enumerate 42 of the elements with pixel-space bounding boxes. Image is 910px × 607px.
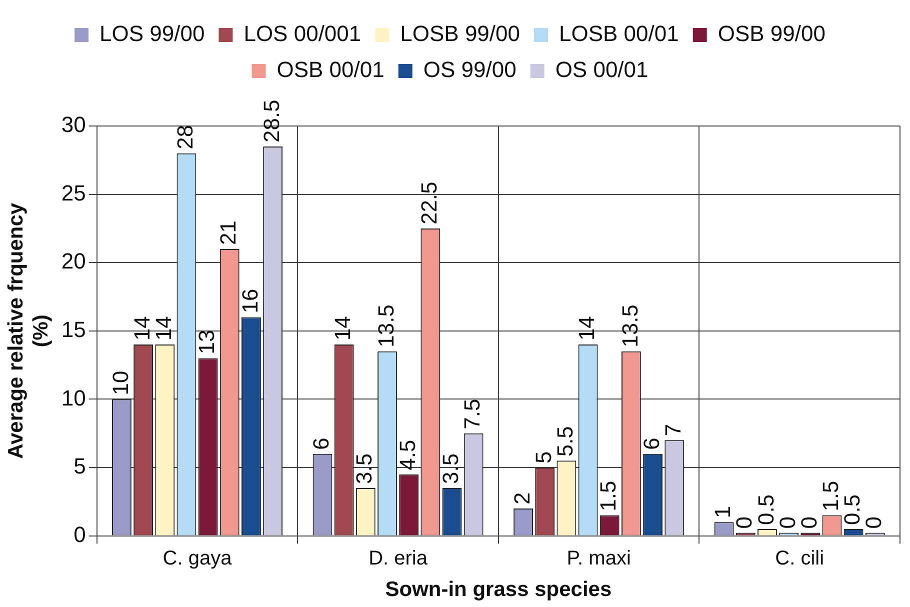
y-tick-label: 25 xyxy=(61,180,86,206)
x-tick-label: C. gaya xyxy=(162,547,233,570)
data-label: 6 xyxy=(308,438,334,450)
y-axis-title: Average relative frquency (%) xyxy=(4,202,53,459)
data-label: 28.5 xyxy=(258,100,284,142)
data-label: 22.5 xyxy=(416,182,442,224)
legend-label: LOS 00/001 xyxy=(244,21,362,46)
x-tick-label: D. eria xyxy=(368,547,428,570)
legend-label: OS 00/01 xyxy=(555,57,648,82)
data-label: 10 xyxy=(108,370,133,396)
y-tick-label: 20 xyxy=(61,248,86,274)
legend-label: OSB 99/00 xyxy=(718,21,826,46)
data-label: 13 xyxy=(194,330,220,354)
data-label: 13.5 xyxy=(373,304,398,348)
y-tick-label: 30 xyxy=(61,112,86,138)
x-axis-title: Sown-in grass species xyxy=(385,578,612,602)
data-label: 7.5 xyxy=(460,398,485,430)
data-label: 3.5 xyxy=(438,453,464,484)
y-tick-label: 15 xyxy=(61,316,86,342)
data-label: 1 xyxy=(710,506,736,518)
x-tick-label: C. cili xyxy=(775,547,824,570)
data-label: 14 xyxy=(574,316,600,341)
data-label: 4.5 xyxy=(394,440,420,470)
data-label: 14 xyxy=(330,316,356,341)
data-label: 7 xyxy=(660,424,686,436)
data-label: 21 xyxy=(216,220,241,245)
data-label: 16 xyxy=(237,288,262,314)
data-label: 1.5 xyxy=(596,480,621,512)
data-label: 3.5 xyxy=(352,453,377,484)
legend-label: OS 99/00 xyxy=(423,57,516,82)
y-tick-label: 5 xyxy=(74,454,86,479)
legend-label: OSB 00/01 xyxy=(276,57,384,82)
data-label: 13.5 xyxy=(617,304,642,348)
y-tick-label: 0 xyxy=(74,522,86,547)
y-tick-label: 10 xyxy=(61,385,86,410)
x-tick-label: P. maxi xyxy=(566,547,631,570)
legend-label: LOSB 99/00 xyxy=(400,21,520,46)
legend-label: LOS 99/00 xyxy=(100,21,205,46)
legend-label: LOSB 00/01 xyxy=(558,21,679,46)
data-label: 6 xyxy=(638,438,664,450)
data-label: 28 xyxy=(172,124,198,150)
data-label: 2 xyxy=(509,492,534,504)
